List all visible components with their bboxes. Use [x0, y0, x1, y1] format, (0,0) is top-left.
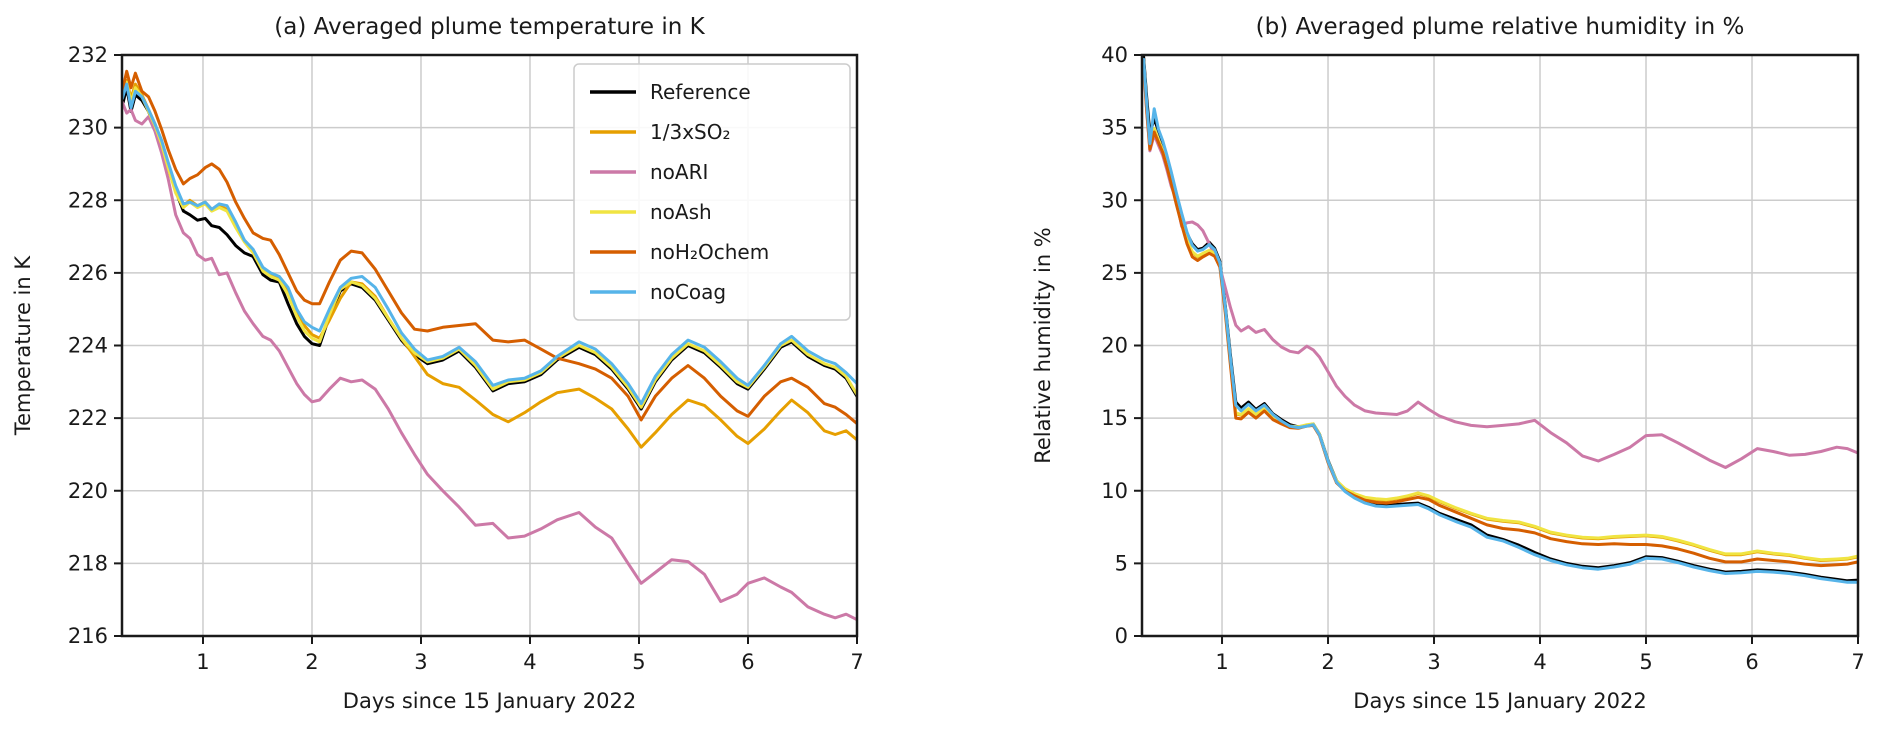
x-tick-label: 2 — [1321, 650, 1334, 674]
series-line-nohochem — [1142, 62, 1858, 568]
x-tick-label: 3 — [414, 650, 427, 674]
x-tick-label: 7 — [850, 650, 863, 674]
y-tick-label: 5 — [1115, 551, 1128, 575]
series-line-noash — [1142, 60, 1858, 562]
series-line-noari — [1142, 65, 1858, 469]
y-tick-label: 224 — [68, 334, 108, 358]
x-axis-label: Days since 15 January 2022 — [1353, 689, 1646, 713]
y-tick-label: 40 — [1101, 43, 1128, 67]
legend-label: Reference — [650, 80, 751, 104]
legend-box — [573, 63, 851, 321]
y-tick-label: 10 — [1101, 479, 1128, 503]
y-tick-label: 222 — [68, 406, 108, 430]
legend-label: noH₂Ochem — [650, 240, 769, 264]
x-tick-label: 2 — [305, 650, 318, 674]
x-axis-label: Days since 15 January 2022 — [343, 689, 636, 713]
series-line-nocoag — [1142, 57, 1858, 584]
y-tick-label: 35 — [1101, 116, 1128, 140]
y-tick-label: 218 — [68, 551, 108, 575]
x-tick-label: 7 — [1851, 650, 1864, 674]
y-tick-label: 15 — [1101, 406, 1128, 430]
y-tick-label: 226 — [68, 261, 108, 285]
x-tick-label: 6 — [741, 650, 754, 674]
y-tick-label: 230 — [68, 116, 108, 140]
y-tick-label: 216 — [68, 624, 108, 648]
y-tick-label: 228 — [68, 188, 108, 212]
y-axis-label: Temperature in K — [11, 255, 35, 437]
y-tick-label: 20 — [1101, 334, 1128, 358]
x-tick-label: 3 — [1427, 650, 1440, 674]
y-tick-label: 30 — [1101, 188, 1128, 212]
legend-label: noAsh — [650, 200, 712, 224]
y-tick-label: 232 — [68, 43, 108, 67]
y-tick-label: 25 — [1101, 261, 1128, 285]
x-tick-label: 1 — [1215, 650, 1228, 674]
series-line-noari — [122, 100, 857, 622]
x-tick-label: 5 — [632, 650, 645, 674]
y-tick-label: 0 — [1115, 624, 1128, 648]
series-line-13xso — [1142, 60, 1858, 562]
legend-label: 1/3xSO₂ — [650, 120, 730, 144]
plot-title: (b) Averaged plume relative humidity in … — [1256, 14, 1745, 40]
legend-label: noARI — [650, 160, 708, 184]
legend-label: noCoag — [650, 280, 726, 304]
x-tick-label: 1 — [196, 650, 209, 674]
y-axis-label: Relative humidity in % — [1031, 227, 1055, 464]
x-tick-label: 5 — [1639, 650, 1652, 674]
x-tick-label: 4 — [523, 650, 536, 674]
y-tick-label: 220 — [68, 479, 108, 503]
x-tick-label: 4 — [1533, 650, 1546, 674]
series-line-reference — [1142, 55, 1858, 583]
series-line-nocoag — [122, 82, 857, 406]
x-tick-label: 6 — [1745, 650, 1758, 674]
plot-title: (a) Averaged plume temperature in K — [274, 14, 705, 40]
series-line-nohochem — [122, 69, 857, 426]
